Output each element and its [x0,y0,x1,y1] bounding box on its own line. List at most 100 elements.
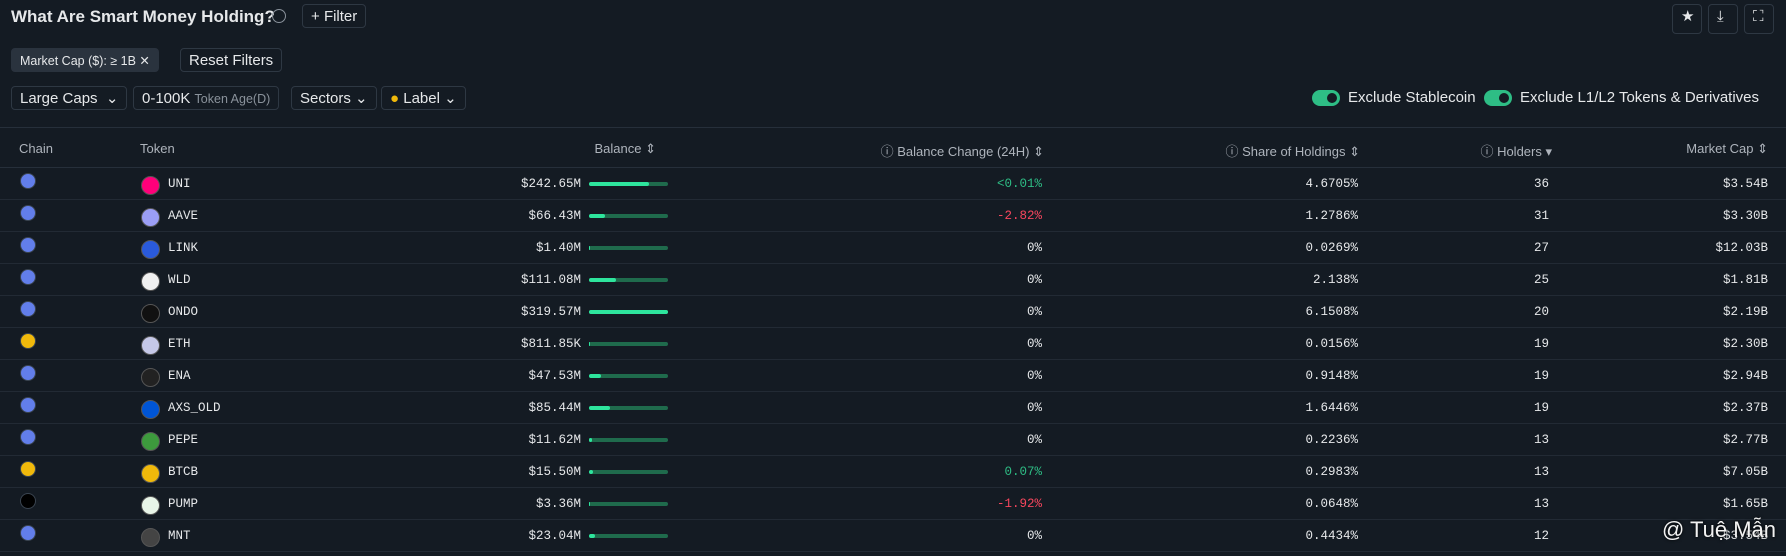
token-name: PEPE [168,433,199,447]
balance-change: 0% [1026,241,1042,255]
share: 0.2236% [1305,433,1358,447]
balance-bar-track [589,406,668,410]
market-cap: $2.94B [1722,369,1768,383]
watermark: @ Tuệ Mẫn [1661,517,1776,542]
share: 1.6446% [1305,401,1358,415]
balance: $47.53M [528,369,581,383]
balance-bar-track [589,470,668,474]
download-button[interactable]: ⤓ [1708,4,1738,34]
column-label: Share of Holdings [1242,144,1346,159]
token-icon [141,240,160,259]
chain-icon [20,301,36,317]
info-icon [272,9,286,23]
holders: 12 [1533,529,1549,543]
share: 4.6705% [1305,177,1358,191]
dropdown-label: Label [403,90,440,107]
balance: $23.04M [528,529,581,543]
reset-button[interactable]: Reset Filters [180,48,283,72]
balance-bar [589,534,595,538]
column-header[interactable]: Market Cap ⇕ [1686,141,1768,156]
balance-bar [589,502,590,506]
token-name: AAVE [168,209,199,223]
dropdown[interactable]: ● Label ⌄ [381,86,466,110]
balance-bar-track [589,438,668,442]
column-header[interactable]: ⓘ Share of Holdings ⇕ [1225,144,1360,159]
token-icon [141,368,160,387]
row-divider [0,391,1786,392]
balance-change: 0% [1026,369,1042,383]
market-cap: $1.81B [1722,273,1768,287]
filter-label: Filter [323,8,358,25]
balance-change: -1.92% [996,497,1042,511]
divider [0,127,1786,128]
balance-change: 0% [1026,305,1042,319]
market-cap: $2.19B [1722,305,1768,319]
token-icon [141,528,160,547]
toggle-label: Exclude Stablecoin [1348,89,1476,106]
token-name: ETH [168,337,191,351]
holders: 27 [1533,241,1549,255]
share: 0.0269% [1305,241,1358,255]
balance-bar [589,438,592,442]
balance-bar-track [589,534,668,538]
market-cap: $12.03B [1715,241,1768,255]
share: 0.9148% [1305,369,1358,383]
toggle[interactable] [1312,90,1340,106]
chain-icon [20,397,36,413]
divider [0,167,1786,168]
balance-change: <0.01% [996,177,1042,191]
chain-icon [20,493,36,509]
balance-bar-track [589,214,668,218]
chain-icon [20,365,36,381]
market-cap: $3.30B [1722,209,1768,223]
dropdown[interactable]: Large Caps ⌄ [11,86,128,110]
holders: 13 [1533,497,1549,511]
balance: $811.85K [520,337,581,351]
balance-bar-track [589,246,668,250]
token-name: ONDO [168,305,199,319]
chain-icon [20,333,36,349]
market-cap: $7.05B [1722,465,1768,479]
column-header[interactable]: ⓘ Holders ▾ [1480,144,1552,159]
token-icon [141,400,160,419]
holders: 36 [1533,177,1549,191]
chain-icon [20,429,36,445]
balance-bar-track [589,374,668,378]
balance-bar-track [589,502,668,506]
market-cap: $3.54B [1722,529,1768,543]
row-divider [0,231,1786,232]
row-divider [0,327,1786,328]
balance: $111.08M [520,273,581,287]
token-icon [141,304,160,323]
dropdown-label: Sectors [300,90,351,107]
market-cap: $2.30B [1722,337,1768,351]
row-divider [0,551,1786,552]
holders: 13 [1533,465,1549,479]
token-icon [141,176,160,195]
holders: 19 [1533,401,1549,415]
token-icon [141,336,160,355]
filter-chip[interactable]: Market Cap ($): ≥ 1B ✕ [11,48,159,72]
column-header[interactable]: Balance ⇕ [594,141,657,156]
chain-icon [20,461,36,477]
balance: $3.36M [535,497,581,511]
toggle-label: Exclude L1/L2 Tokens & Derivatives [1520,89,1760,106]
column-header[interactable]: ⓘ Balance Change (24H) ⇕ [880,144,1044,159]
token-age[interactable]: 0-100K Token Age(D) [133,86,280,110]
balance: $319.57M [520,305,581,319]
balance: $15.50M [528,465,581,479]
toggle[interactable] [1484,90,1512,106]
row-divider [0,199,1786,200]
filter-button[interactable]: + Filter [302,4,367,28]
column-label: Balance Change (24H) [897,144,1030,159]
dropdown[interactable]: Sectors ⌄ [291,86,377,110]
balance-change: 0% [1026,401,1042,415]
balance-change: -2.82% [996,209,1042,223]
holders: 19 [1533,337,1549,351]
holders: 13 [1533,433,1549,447]
fullscreen-button[interactable]: ⛶ [1744,4,1774,34]
token-name: BTCB [168,465,199,479]
balance: $242.65M [520,177,581,191]
star-button[interactable]: ★ [1672,4,1702,34]
